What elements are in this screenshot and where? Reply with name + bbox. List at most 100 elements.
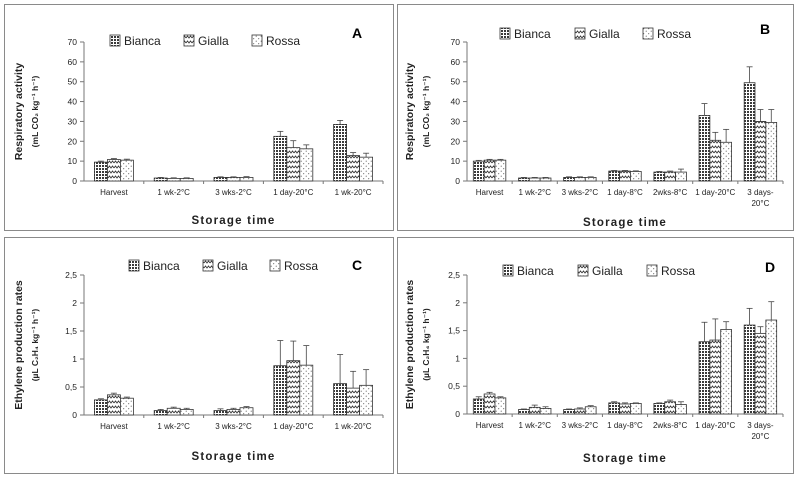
legend-swatch-gialla — [574, 27, 586, 40]
bar-gialla-5 — [664, 171, 676, 182]
y-tick-label: 0 — [455, 176, 460, 186]
bar-gialla-7 — [754, 332, 767, 415]
y-tick-label: 70 — [68, 37, 78, 47]
y-tick-label: 20 — [68, 136, 78, 146]
y-axis-title: Ethylene production rates — [404, 280, 416, 410]
y-tick-label: 10 — [451, 156, 461, 166]
bar-rossa-1 — [120, 397, 134, 416]
bar-rossa-6 — [720, 329, 732, 415]
y-tick-label: 2,5 — [448, 270, 460, 280]
bar-rossa-2 — [179, 178, 194, 182]
bar-gialla-3 — [226, 177, 241, 182]
panel-frame — [397, 237, 794, 474]
y-tick-label: 70 — [451, 37, 461, 47]
bar-bianca-3 — [563, 177, 575, 182]
legend-swatch-gialla — [202, 259, 214, 272]
y-axis-unit: (mL CO₂ kg⁻¹ h⁻¹) — [421, 76, 431, 148]
bar-rossa-1 — [494, 159, 507, 182]
legend-label-gialla: Gialla — [198, 34, 229, 48]
legend-label-rossa: Rossa — [284, 259, 318, 273]
panel-frame — [4, 237, 394, 474]
x-tick-label: 1 wk-2°C — [157, 422, 190, 431]
panel-letter: A — [352, 25, 362, 41]
y-axis-title: Ethylene production rates — [13, 280, 25, 410]
bar-bianca-1 — [472, 160, 485, 182]
x-axis-title: Storage time — [583, 453, 667, 465]
bar-bianca-5 — [333, 124, 348, 182]
bar-gialla-4 — [286, 147, 301, 182]
bar-gialla-4 — [619, 170, 631, 182]
bar-gialla-1 — [107, 394, 121, 416]
panel-letter: D — [765, 259, 775, 275]
x-tick-label: 1 wk-20°C — [335, 422, 372, 431]
x-tick-label: 1 day-20°C — [273, 188, 313, 197]
y-axis-title: Respiratory activity — [404, 63, 416, 161]
bar-bianca-2 — [518, 177, 530, 182]
y-axis-unit: (mL CO₂ kg⁻¹ h⁻¹) — [30, 76, 40, 148]
x-tick-label: 3 wks-2°C — [215, 422, 252, 431]
bar-bianca-2 — [153, 177, 168, 182]
x-tick-label: 1 day-20°C — [273, 422, 313, 431]
bar-bianca-4 — [608, 402, 620, 415]
bar-gialla-6 — [709, 339, 722, 415]
bar-bianca-2 — [153, 410, 168, 416]
x-tick-label: 1 day-8°C — [607, 421, 643, 430]
y-tick-label: 2 — [455, 298, 460, 308]
bar-rossa-3 — [239, 407, 254, 416]
bar-bianca-1 — [94, 161, 108, 182]
legend-swatch-rossa — [269, 259, 281, 272]
bar-gialla-1 — [483, 393, 496, 415]
bar-gialla-7 — [754, 121, 767, 182]
y-tick-label: 0,5 — [65, 382, 77, 392]
bar-rossa-3 — [239, 177, 254, 182]
y-tick-label: 2 — [72, 298, 77, 308]
bar-rossa-4 — [630, 171, 642, 182]
bar-bianca-3 — [563, 409, 575, 415]
x-tick-label: 2wks-8°C — [653, 188, 688, 197]
bar-bianca-4 — [273, 135, 288, 182]
x-tick-label: 3 wks-2°C — [215, 188, 252, 197]
legend-swatch-gialla — [577, 264, 589, 277]
legend-swatch-rossa — [251, 34, 263, 47]
y-tick-label: 40 — [451, 97, 461, 107]
bar-bianca-5 — [653, 171, 666, 182]
bar-bianca-3 — [213, 410, 228, 416]
legend-label-rossa: Rossa — [266, 34, 300, 48]
x-tick-label: 20°C — [751, 432, 769, 441]
legend-swatch-bianca — [109, 34, 121, 47]
y-tick-label: 0 — [72, 176, 77, 186]
bar-gialla-2 — [166, 178, 181, 182]
y-tick-label: 50 — [68, 77, 78, 87]
bar-rossa-4 — [299, 364, 314, 416]
bar-gialla-5 — [346, 155, 361, 182]
y-tick-label: 60 — [451, 57, 461, 67]
bar-gialla-3 — [574, 408, 586, 415]
x-tick-label: 1 wk-2°C — [518, 188, 551, 197]
y-tick-label: 60 — [68, 57, 78, 67]
bar-gialla-2 — [528, 406, 541, 415]
legend-label-gialla: Gialla — [217, 259, 248, 273]
y-tick-label: 0 — [455, 409, 460, 419]
legend-label-bianca: Bianca — [124, 34, 161, 48]
legend-swatch-rossa — [646, 264, 658, 277]
bar-gialla-3 — [226, 408, 241, 416]
bar-bianca-2 — [518, 409, 530, 415]
bar-rossa-4 — [630, 403, 642, 415]
chart-panel-d: 0 0,5 1 1,5 2 2,5 Harvest 1 wk-2°C 3 wks-2°C 1 da… — [397, 237, 794, 474]
y-tick-label: 1 — [455, 353, 460, 363]
bar-bianca-3 — [213, 177, 228, 182]
x-tick-label: 3 days- — [747, 188, 774, 197]
y-axis-unit: (µL C₂H₄ kg⁻¹ h⁻¹) — [30, 309, 40, 382]
x-tick-label: 1 day-8°C — [607, 188, 643, 197]
x-tick-label: Harvest — [476, 188, 504, 197]
bar-gialla-5 — [346, 387, 361, 416]
y-tick-label: 30 — [451, 116, 461, 126]
x-tick-label: 1 day-20°C — [695, 188, 735, 197]
bar-rossa-5 — [359, 384, 374, 416]
panel-frame — [397, 4, 794, 231]
x-tick-label: Harvest — [476, 421, 504, 430]
chart-panel-b: 0 10 20 30 40 50 60 70 Harvest 1 wk-2°C 3 wks-2°C 1… — [397, 4, 794, 231]
y-axis-title: Respiratory activity — [13, 63, 25, 161]
bar-rossa-5 — [675, 171, 687, 182]
